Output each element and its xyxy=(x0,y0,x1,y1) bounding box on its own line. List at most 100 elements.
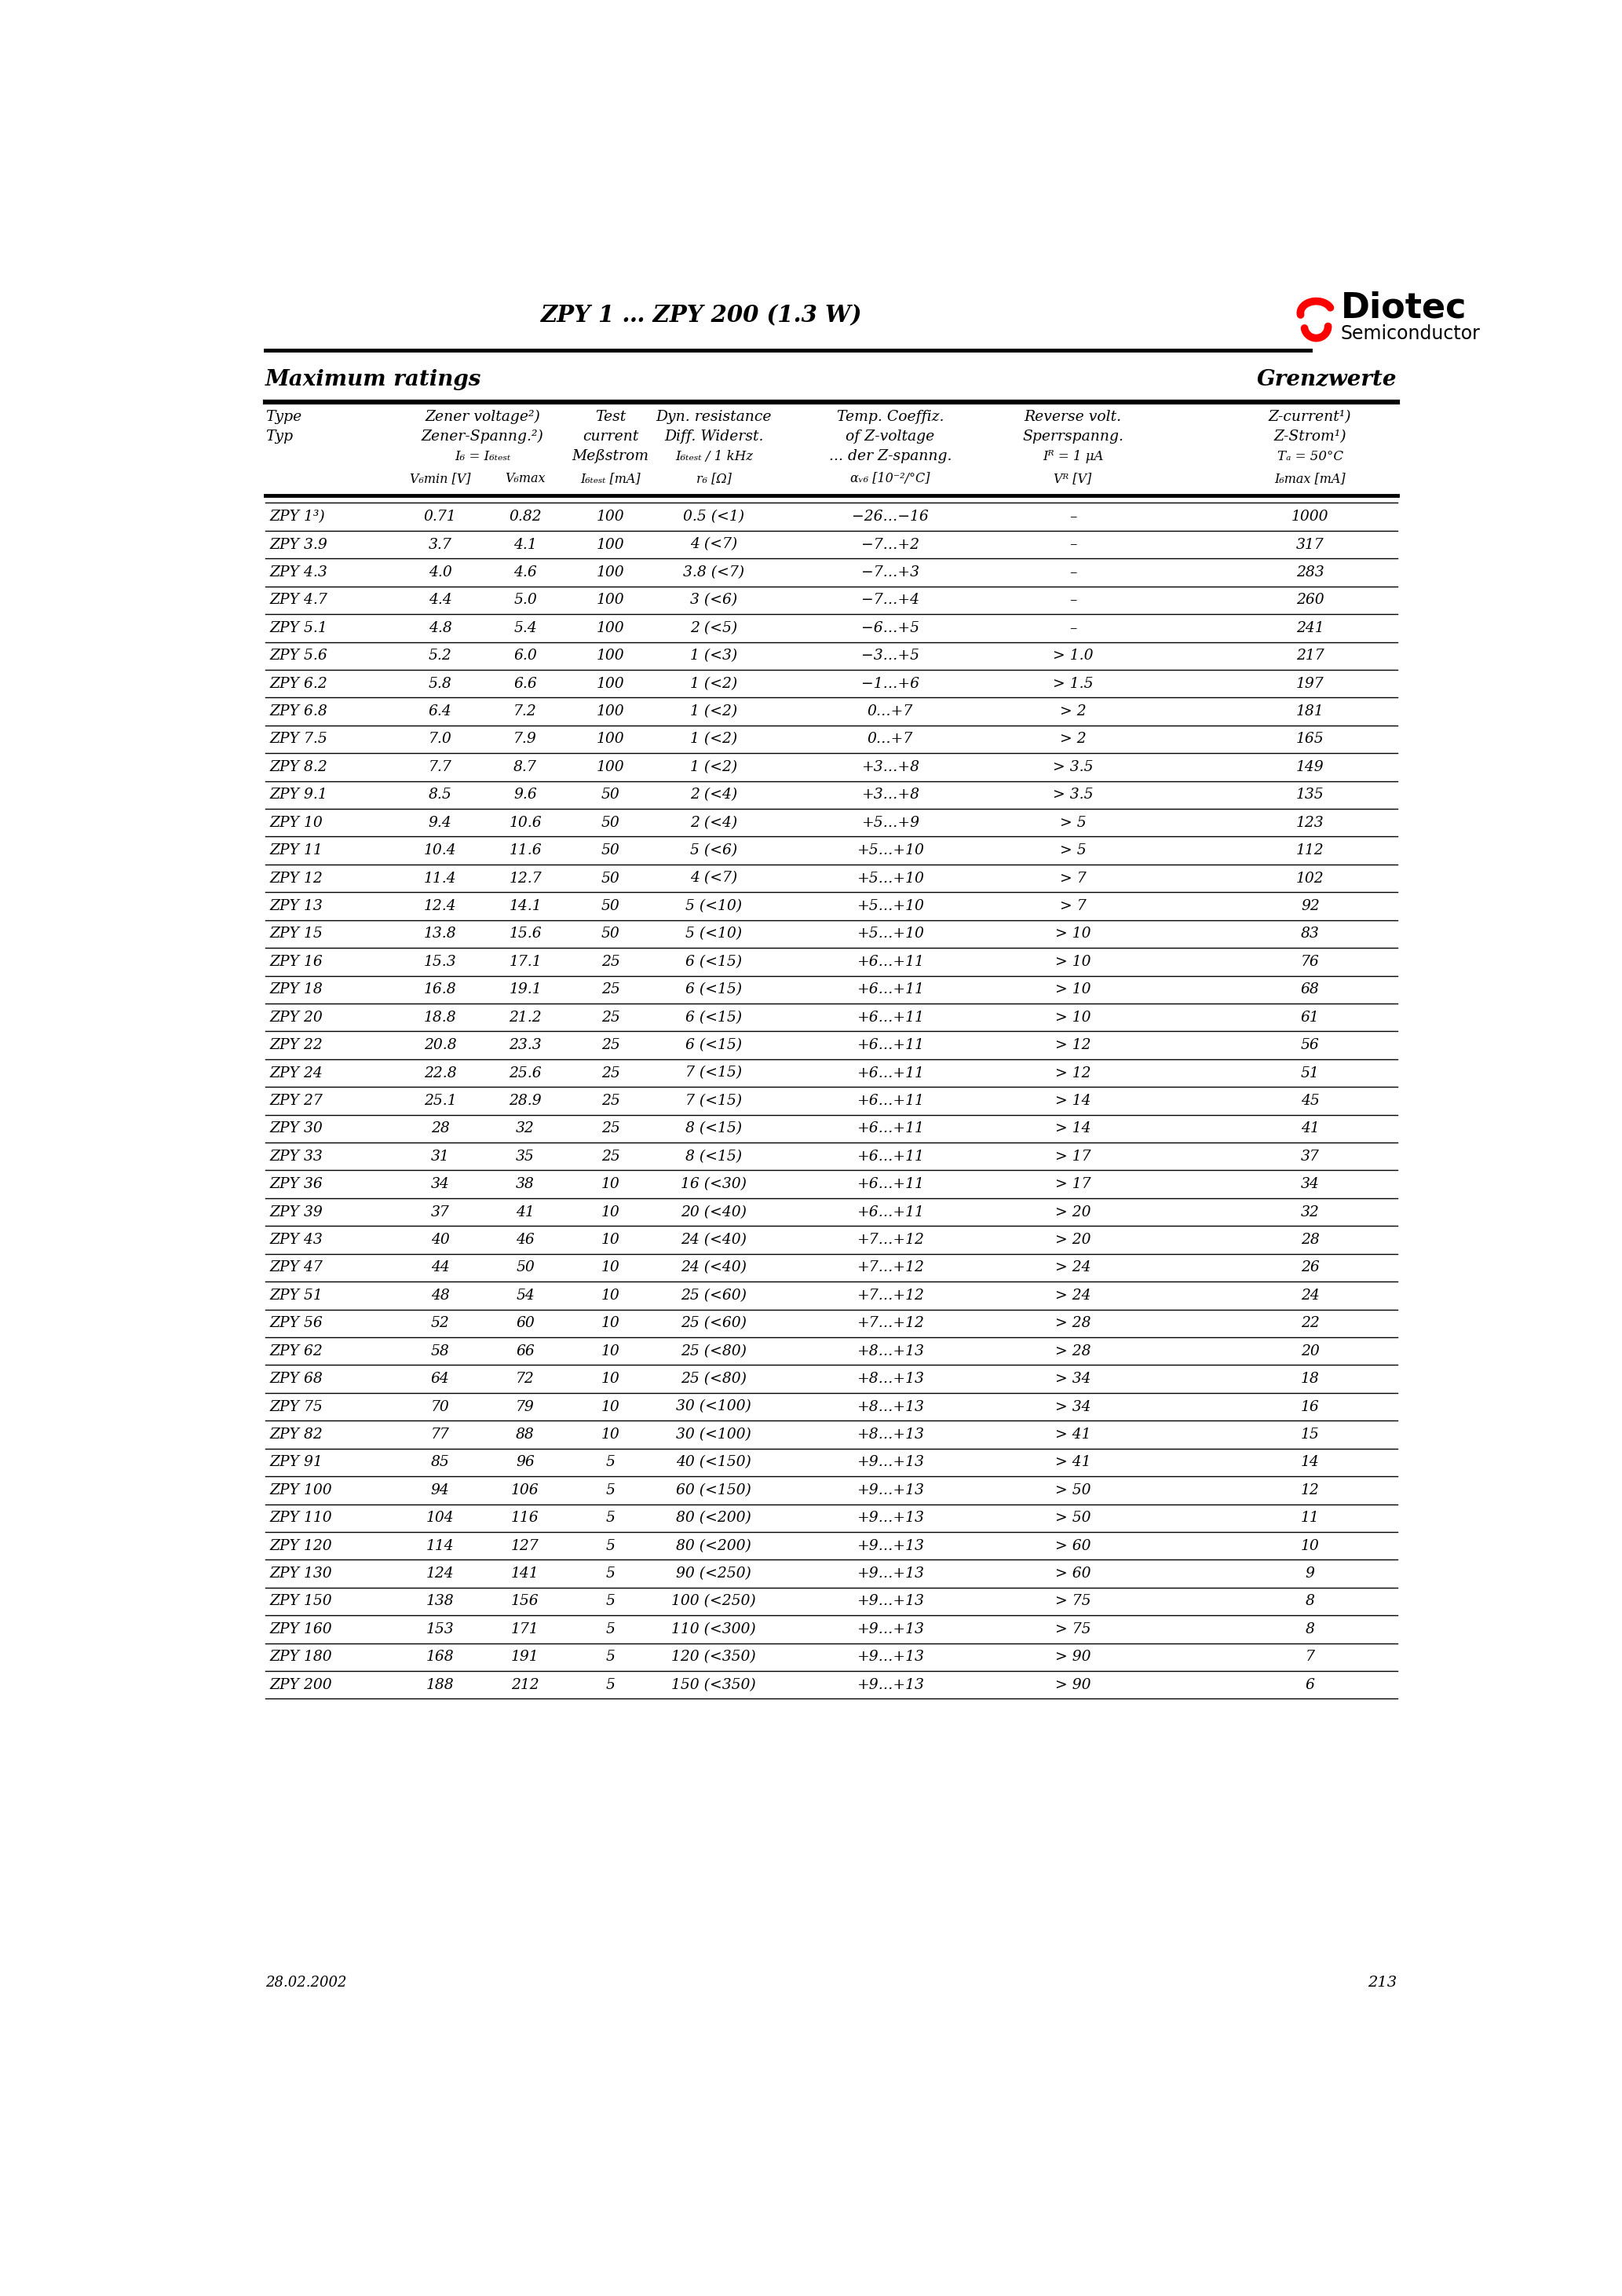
Text: 5 (<6): 5 (<6) xyxy=(691,843,738,859)
Text: 10: 10 xyxy=(602,1343,620,1359)
Text: 8: 8 xyxy=(1306,1593,1315,1609)
Text: 22: 22 xyxy=(1301,1316,1319,1329)
Text: 88: 88 xyxy=(516,1428,535,1442)
Text: > 41: > 41 xyxy=(1054,1428,1090,1442)
Text: 100: 100 xyxy=(597,650,624,664)
Text: > 3.5: > 3.5 xyxy=(1053,760,1093,774)
Text: > 20: > 20 xyxy=(1054,1233,1090,1247)
Text: I₆ₜₑₛₜ / 1 kHz: I₆ₜₑₛₜ / 1 kHz xyxy=(675,450,753,464)
Text: 50: 50 xyxy=(602,843,620,859)
Text: +9…+13: +9…+13 xyxy=(856,1511,925,1525)
Text: ZPY 12: ZPY 12 xyxy=(269,870,323,886)
Text: 4.8: 4.8 xyxy=(428,620,451,636)
Text: 58: 58 xyxy=(431,1343,449,1359)
Text: 25: 25 xyxy=(602,1038,620,1052)
Text: 85: 85 xyxy=(431,1456,449,1469)
Text: 241: 241 xyxy=(1296,620,1324,636)
Text: 9: 9 xyxy=(1306,1566,1315,1580)
Text: > 90: > 90 xyxy=(1054,1651,1090,1665)
Text: 5: 5 xyxy=(605,1678,615,1692)
Text: 8.7: 8.7 xyxy=(514,760,537,774)
Text: 5 (<10): 5 (<10) xyxy=(686,928,743,941)
Text: ZPY 18: ZPY 18 xyxy=(269,983,323,996)
Text: 20: 20 xyxy=(1301,1343,1319,1359)
Text: 61: 61 xyxy=(1301,1010,1319,1024)
Text: 120 (<350): 120 (<350) xyxy=(672,1651,756,1665)
Text: 104: 104 xyxy=(427,1511,454,1525)
Text: 11.4: 11.4 xyxy=(423,870,456,886)
Text: 51: 51 xyxy=(1301,1065,1319,1079)
Text: 18.8: 18.8 xyxy=(423,1010,456,1024)
Text: > 1.5: > 1.5 xyxy=(1053,677,1093,691)
Text: 138: 138 xyxy=(427,1593,454,1609)
Text: 7.0: 7.0 xyxy=(428,732,451,746)
Text: ZPY 20: ZPY 20 xyxy=(269,1010,323,1024)
Text: 12.4: 12.4 xyxy=(423,900,456,914)
Text: 52: 52 xyxy=(431,1316,449,1329)
Text: 34: 34 xyxy=(431,1178,449,1192)
Text: 5: 5 xyxy=(605,1483,615,1497)
Text: > 14: > 14 xyxy=(1054,1093,1090,1109)
Text: > 5: > 5 xyxy=(1059,815,1087,829)
Text: 156: 156 xyxy=(511,1593,539,1609)
Text: 25: 25 xyxy=(602,1120,620,1137)
Text: 20.8: 20.8 xyxy=(423,1038,456,1052)
Text: > 28: > 28 xyxy=(1054,1343,1090,1359)
Text: > 5: > 5 xyxy=(1059,843,1087,859)
Text: +5…+10: +5…+10 xyxy=(856,928,925,941)
Text: ZPY 6.8: ZPY 6.8 xyxy=(269,705,328,719)
Text: 5: 5 xyxy=(605,1566,615,1580)
Text: 31: 31 xyxy=(431,1150,449,1164)
Text: > 10: > 10 xyxy=(1054,1010,1090,1024)
Text: ZPY 6.2: ZPY 6.2 xyxy=(269,677,328,691)
Text: 135: 135 xyxy=(1296,788,1324,801)
Text: I₆max [mA]: I₆max [mA] xyxy=(1275,473,1346,484)
Text: 25 (<60): 25 (<60) xyxy=(681,1288,746,1302)
Text: 6.0: 6.0 xyxy=(514,650,537,664)
Text: ZPY 8.2: ZPY 8.2 xyxy=(269,760,328,774)
Text: 23.3: 23.3 xyxy=(509,1038,542,1052)
Text: +6…+11: +6…+11 xyxy=(856,1178,925,1192)
Text: +9…+13: +9…+13 xyxy=(856,1483,925,1497)
Text: 6 (<15): 6 (<15) xyxy=(686,1038,743,1052)
Text: +6…+11: +6…+11 xyxy=(856,1120,925,1137)
Text: 24 (<40): 24 (<40) xyxy=(681,1233,746,1247)
Text: 46: 46 xyxy=(516,1233,535,1247)
Text: 16.8: 16.8 xyxy=(423,983,456,996)
Text: 12: 12 xyxy=(1301,1483,1319,1497)
Text: 25.1: 25.1 xyxy=(423,1093,456,1109)
Text: 64: 64 xyxy=(431,1373,449,1387)
Text: 112: 112 xyxy=(1296,843,1324,859)
Text: > 2: > 2 xyxy=(1059,705,1087,719)
Text: ZPY 82: ZPY 82 xyxy=(269,1428,323,1442)
Text: +5…+9: +5…+9 xyxy=(861,815,920,829)
Text: ZPY 7.5: ZPY 7.5 xyxy=(269,732,328,746)
Text: Grenzwerte: Grenzwerte xyxy=(1257,370,1397,390)
Text: ZPY 16: ZPY 16 xyxy=(269,955,323,969)
Text: 24: 24 xyxy=(1301,1288,1319,1302)
Text: ZPY 10: ZPY 10 xyxy=(269,815,323,829)
Text: 100: 100 xyxy=(597,620,624,636)
Text: Temp. Coeffiz.: Temp. Coeffiz. xyxy=(837,411,944,425)
Text: > 3.5: > 3.5 xyxy=(1053,788,1093,801)
Text: 4.1: 4.1 xyxy=(514,537,537,551)
Text: 10: 10 xyxy=(602,1373,620,1387)
Text: 5: 5 xyxy=(605,1623,615,1637)
Text: 25: 25 xyxy=(602,1150,620,1164)
Text: 8 (<15): 8 (<15) xyxy=(686,1150,743,1164)
Text: 124: 124 xyxy=(427,1566,454,1580)
Text: 10: 10 xyxy=(602,1261,620,1274)
Text: I₆ₜₑₛₜ [mA]: I₆ₜₑₛₜ [mA] xyxy=(581,473,641,484)
Text: > 50: > 50 xyxy=(1054,1511,1090,1525)
Text: 41: 41 xyxy=(516,1205,535,1219)
Text: αᵥ₆ [10⁻²/°C]: αᵥ₆ [10⁻²/°C] xyxy=(850,473,929,484)
Text: 123: 123 xyxy=(1296,815,1324,829)
Text: 37: 37 xyxy=(1301,1150,1319,1164)
Text: 10: 10 xyxy=(602,1205,620,1219)
Text: 10: 10 xyxy=(602,1178,620,1192)
Text: 7.2: 7.2 xyxy=(514,705,537,719)
Text: 5.8: 5.8 xyxy=(428,677,451,691)
Text: ZPY 130: ZPY 130 xyxy=(269,1566,333,1580)
Text: 50: 50 xyxy=(602,815,620,829)
Text: ... der Z-spanng.: ... der Z-spanng. xyxy=(829,450,952,464)
